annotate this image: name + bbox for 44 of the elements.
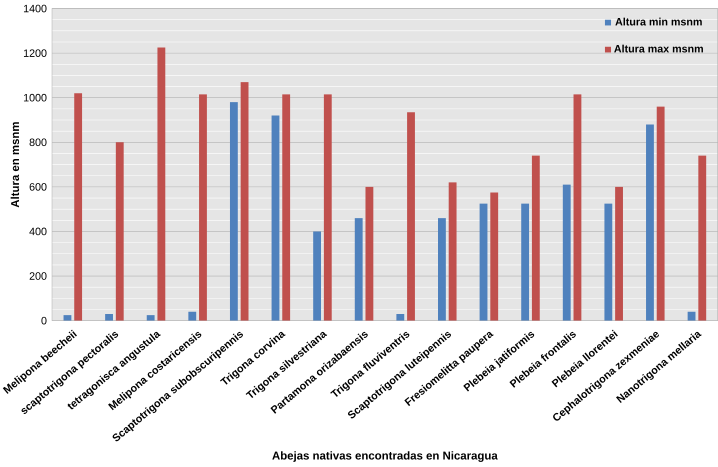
y-tick-label: 200 (30, 272, 47, 280)
bar (396, 314, 404, 321)
bar (698, 156, 706, 321)
bar (604, 204, 612, 321)
bar (272, 116, 280, 321)
bar (656, 106, 665, 321)
bar (282, 94, 290, 321)
legend-label: Altura min msnm (615, 18, 702, 26)
y-axis-title: Altura en msnm (10, 122, 20, 208)
bar (448, 182, 457, 321)
bar (105, 314, 113, 321)
bar (116, 142, 124, 321)
y-tick-label: 1400 (24, 4, 47, 13)
bar (199, 94, 207, 321)
bar (324, 94, 332, 321)
y-tick-label: 600 (30, 183, 47, 191)
y-tick-label: 400 (29, 228, 47, 236)
bar (438, 218, 446, 321)
x-axis-title: Abejas nativas encontradas en Nicaragua (272, 451, 498, 462)
bar (574, 94, 582, 321)
y-tick-label: 0 (41, 317, 47, 325)
bar (157, 48, 166, 321)
bar (532, 156, 540, 321)
bar (646, 124, 654, 321)
bar (407, 112, 415, 321)
y-tick-label: 1000 (24, 94, 47, 102)
bar (562, 184, 571, 321)
bar (74, 93, 82, 321)
y-tick-label: 800 (30, 138, 47, 146)
bar (480, 204, 488, 321)
bar (615, 187, 623, 321)
legend-label: Altura max msnm (614, 44, 703, 53)
bar (146, 315, 155, 321)
bar (354, 218, 363, 321)
bar (188, 312, 196, 321)
bar (490, 192, 498, 321)
bar (64, 315, 72, 321)
bar (313, 232, 322, 321)
bar (521, 204, 530, 321)
y-tick-label: 1200 (24, 50, 47, 58)
bar (230, 102, 238, 321)
bar (240, 82, 249, 321)
bar (688, 312, 696, 321)
bar (365, 187, 374, 321)
